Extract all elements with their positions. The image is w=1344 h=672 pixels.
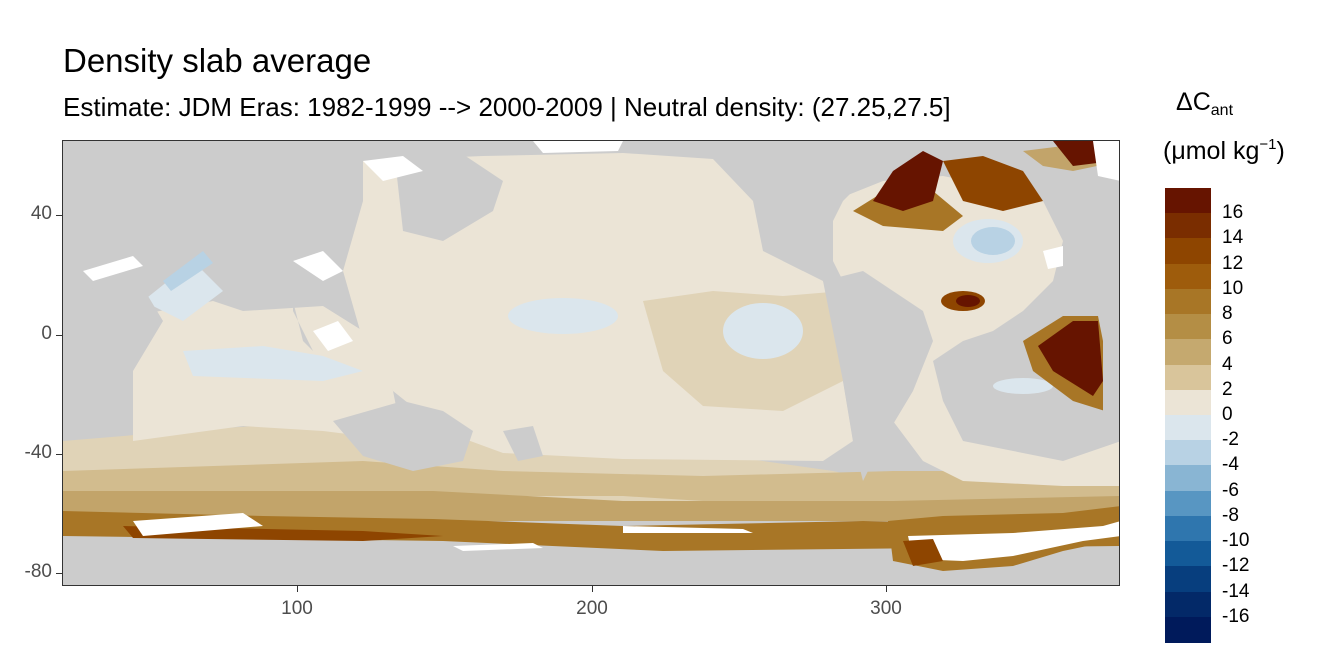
- legend-label: -4: [1222, 454, 1239, 476]
- map-layer: [63, 141, 1119, 585]
- y-tick-mark: [56, 215, 62, 216]
- pacific-negative-patch: [723, 303, 803, 359]
- ocean-map: [63, 141, 1119, 585]
- shelf-ice: [1043, 246, 1063, 269]
- plot-title: Density slab average: [63, 42, 372, 79]
- new-zealand-land: [503, 426, 543, 461]
- y-tick-mark: [56, 573, 62, 574]
- legend-label: 2: [1222, 378, 1233, 400]
- legend-label: 0: [1222, 404, 1233, 425]
- x-tick-mark: [592, 586, 593, 592]
- west-africa-max: [1038, 321, 1103, 396]
- weddell-ice: [908, 521, 1119, 561]
- ice-strip: [133, 513, 263, 536]
- legend-swatch: [1165, 440, 1211, 467]
- legend-swatch: [1165, 364, 1211, 391]
- legend-swatch: [1165, 591, 1211, 618]
- x-tick-label-300: 300: [870, 598, 902, 619]
- atlantic-negative-core: [971, 227, 1015, 255]
- x-tick-mark: [297, 586, 298, 592]
- legend-label: 10: [1222, 277, 1244, 299]
- south-atlantic-negative: [993, 378, 1053, 394]
- legend-unit: (μmol kg−1): [1163, 136, 1285, 165]
- x-tick-mark: [886, 586, 887, 592]
- legend-swatch: [1165, 415, 1211, 441]
- south-america-land: [823, 271, 933, 481]
- shelf-ice: [363, 156, 423, 181]
- legend-label: 8: [1222, 303, 1233, 325]
- legend-swatch: [1165, 541, 1211, 567]
- legend-label: 16: [1222, 202, 1244, 224]
- labrador-max: [873, 151, 943, 211]
- legend-label: -12: [1222, 555, 1250, 577]
- legend-label: -2: [1222, 429, 1239, 451]
- shelf-ice: [293, 251, 343, 281]
- plot-subtitle: Estimate: JDM Eras: 1982-1999 --> 2000-2…: [63, 92, 951, 122]
- india-land: [263, 251, 313, 351]
- legend-swatch: [1165, 465, 1211, 492]
- shelf-ice: [533, 141, 623, 153]
- eurasia-land: [63, 141, 363, 301]
- legend-swatch: [1165, 389, 1211, 416]
- weddell-edge: [903, 539, 943, 566]
- ice-strip: [623, 526, 753, 533]
- north-atlantic-very-strong: [943, 156, 1043, 211]
- legend-swatch: [1165, 263, 1211, 290]
- y-tick-mark: [56, 454, 62, 455]
- legend-colorbar: [1165, 188, 1211, 643]
- europe-africa-land: [1063, 181, 1119, 301]
- arabian-sea-negative-strong: [163, 251, 213, 291]
- legend-label: 6: [1222, 328, 1233, 350]
- ice-strip: [453, 543, 543, 551]
- band-moderate: [63, 491, 1119, 521]
- north-america-land: [713, 141, 883, 271]
- y-tick-mark: [56, 335, 62, 336]
- shelf-ice: [313, 321, 353, 351]
- shelf-ice: [83, 256, 143, 281]
- legend-label: -14: [1222, 580, 1250, 602]
- legend-swatch: [1165, 566, 1211, 593]
- legend-swatch: [1165, 188, 1211, 214]
- legend-label: -8: [1222, 504, 1239, 526]
- y-tick-label-0: 0: [41, 323, 52, 344]
- legend-swatch: [1165, 288, 1211, 315]
- legend-label: -6: [1222, 479, 1239, 501]
- x-tick-label-200: 200: [576, 598, 608, 619]
- australia-land: [333, 401, 473, 471]
- med-outflow-core: [956, 295, 980, 307]
- y-tick-label-minus40: -40: [24, 442, 52, 463]
- map-panel: [62, 140, 1120, 586]
- band-strong: [63, 511, 1119, 551]
- indian-negative-band: [183, 346, 363, 381]
- legend-swatch: [1165, 213, 1211, 240]
- legend-swatch: [1165, 490, 1211, 517]
- legend-title: ΔCant: [1176, 88, 1234, 119]
- shelf-ice: [1093, 141, 1119, 181]
- y-tick-label-40: 40: [30, 203, 52, 224]
- africa-west-land: [1103, 292, 1119, 429]
- legend-swatch: [1165, 616, 1211, 643]
- legend-swatch: [1165, 238, 1211, 265]
- legend-label: 12: [1222, 252, 1244, 274]
- east-asia-land: [393, 141, 503, 241]
- legend-label: 14: [1222, 227, 1244, 249]
- legend-swatch: [1165, 314, 1211, 340]
- africa-east-land: [63, 271, 163, 431]
- x-tick-label-100: 100: [281, 598, 313, 619]
- pacific-negative-patch: [508, 298, 618, 334]
- legend-swatch: [1165, 515, 1211, 542]
- legend-label: 4: [1222, 353, 1233, 375]
- legend-label: -16: [1222, 605, 1250, 627]
- y-tick-label-minus80: -80: [24, 561, 52, 582]
- legend-swatch: [1165, 339, 1211, 366]
- legend-label: -10: [1222, 530, 1250, 552]
- arabian-sea-negative: [143, 261, 223, 321]
